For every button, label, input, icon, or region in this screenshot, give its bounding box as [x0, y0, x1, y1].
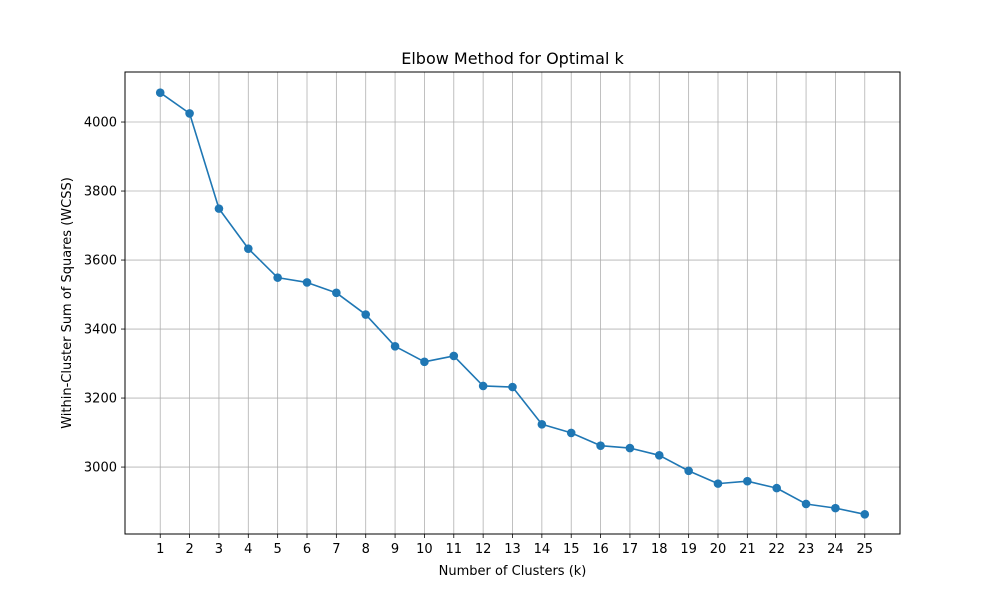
x-tick-label: 18	[651, 542, 668, 557]
data-point-k18	[654, 451, 664, 460]
x-tick-label: 25	[856, 542, 873, 557]
x-tick-label: 19	[680, 542, 697, 557]
data-point-k15	[566, 428, 576, 438]
data-point-k8	[361, 310, 371, 319]
grid	[125, 72, 900, 534]
data-point-k10	[420, 357, 429, 367]
x-tick-label: 6	[303, 542, 311, 557]
x-tick-label: 7	[332, 542, 340, 557]
data-point-k13	[508, 382, 517, 392]
x-tick-label: 24	[827, 542, 844, 557]
x-axis-label: Number of Clusters (k)	[439, 564, 587, 579]
x-tick-label: 9	[391, 542, 399, 557]
chart-title: Elbow Method for Optimal k	[401, 49, 624, 68]
y-tick-label: 3000	[84, 461, 117, 476]
x-tick-label: 21	[739, 542, 756, 557]
data-point-k23	[801, 499, 811, 509]
x-tick-label: 16	[592, 542, 609, 557]
data-point-k16	[596, 441, 605, 450]
x-tick-label: 23	[798, 542, 815, 557]
data-point-k12	[478, 381, 488, 391]
data-point-k4	[243, 244, 253, 253]
x-tick-label: 17	[622, 542, 639, 557]
data-point-k9	[390, 342, 400, 351]
data-point-k2	[185, 109, 194, 118]
data-point-k14	[537, 419, 547, 429]
y-tick-label: 3600	[84, 254, 117, 269]
axis-ticks: 1 2 3 4 5 6 7 8 9 10 11 12 13 14 15 16 17 18 19 20 21 22 23 24 2…	[84, 116, 873, 557]
x-tick-label: 13	[504, 542, 521, 557]
data-point-k21	[743, 476, 752, 486]
x-tick-label: 2	[185, 542, 193, 557]
x-tick-label: 4	[244, 542, 252, 557]
x-tick-label: 8	[362, 542, 370, 557]
data-point-k11	[449, 351, 459, 361]
y-tick-label: 4000	[84, 116, 117, 131]
x-tick-label: 11	[446, 542, 463, 557]
data-point-k17	[625, 443, 635, 453]
data-point-k22	[772, 483, 782, 493]
x-tick-label: 5	[274, 542, 282, 557]
x-tick-label: 14	[534, 542, 551, 557]
data-point-k20	[713, 479, 723, 488]
x-tick-label: 15	[563, 542, 580, 557]
y-tick-label: 3800	[84, 185, 117, 200]
x-tick-label: 3	[215, 542, 223, 557]
x-tick-label: 10	[416, 542, 433, 557]
data-point-k25	[860, 510, 870, 519]
x-tick-label: 1	[156, 542, 164, 557]
y-tick-label: 3200	[84, 392, 117, 407]
data-point-k7	[332, 288, 341, 298]
x-tick-label: 12	[475, 542, 492, 557]
data-point-k24	[831, 503, 840, 513]
data-point-k3	[214, 204, 224, 213]
data-point-k1	[155, 88, 165, 98]
x-tick-label: 20	[710, 542, 727, 557]
data-point-k19	[684, 466, 693, 476]
y-axis-label: Within-Cluster Sum of Squares (WCSS)	[60, 177, 75, 429]
series-line-group	[155, 88, 870, 519]
y-tick-label: 3400	[84, 323, 117, 338]
data-point-k5	[273, 273, 282, 282]
x-tick-label: 22	[768, 542, 785, 557]
data-point-k6	[302, 278, 312, 287]
